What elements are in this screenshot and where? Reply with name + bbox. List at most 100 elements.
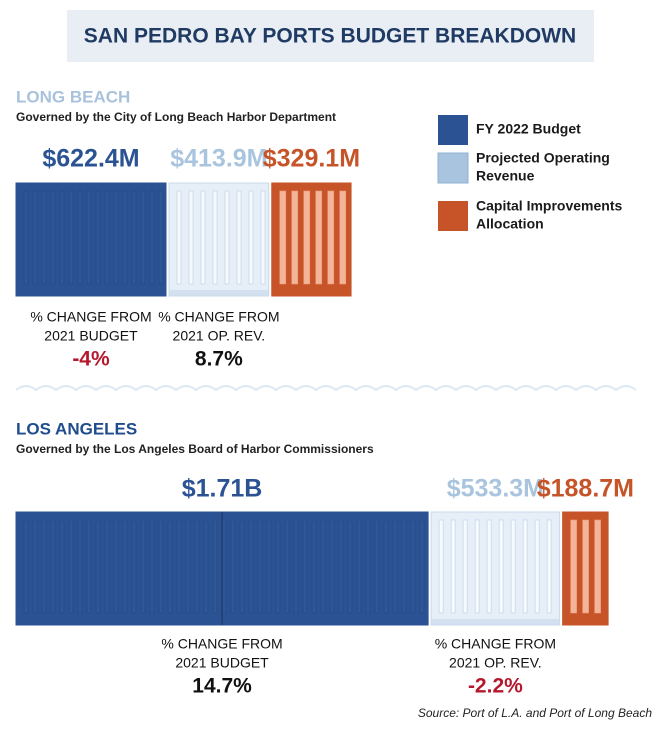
container-rib [77,190,83,285]
container-rib [279,190,287,285]
container-base [271,290,352,296]
legend-label: Projected Operating [476,150,610,166]
value-label: $533.3M [447,475,544,503]
container-rib [104,519,110,614]
legend-label: Allocation [476,216,544,232]
container-rib [338,519,344,614]
wave-divider [15,385,637,392]
container-rib [59,519,65,614]
container-bar [168,182,270,297]
container-rib [185,519,191,614]
change-label: % CHANGE FROM [435,636,556,652]
change-value: 8.7% [195,348,243,371]
container-rib [260,190,266,285]
title-box [67,10,594,62]
container-rib [176,190,182,285]
legend-label: FY 2022 Budget [476,121,581,137]
container-rib [311,519,317,614]
value-label: $413.9M [170,145,267,173]
value-label: $188.7M [537,475,634,503]
container-rib [327,190,335,285]
container-rib [149,190,155,285]
value-label: $622.4M [42,145,139,173]
change-label: 2021 OP. REV. [173,328,266,344]
container-rib [158,519,164,614]
container-rib [212,190,218,285]
container-rib [293,519,299,614]
container-rib [474,519,480,614]
container-rib [582,519,589,614]
container-rib [23,190,29,285]
container-bar [430,511,561,626]
legend-swatch [438,115,468,145]
container-rib [176,519,182,614]
container-rib [68,519,74,614]
container-rib [486,519,492,614]
container-rib [50,519,56,614]
container-rib [498,519,504,614]
container-rib [224,190,230,285]
container-rib [392,519,398,614]
legend-swatch [437,152,469,184]
container-rib [534,519,540,614]
legend-label: Capital Improvements [476,198,622,214]
container-rib [315,190,323,285]
container-base [16,290,166,296]
container-base [168,290,269,296]
change-label: 2021 BUDGET [44,328,138,344]
container-rib [50,190,56,285]
container-rib [122,519,128,614]
container-rib [522,519,528,614]
container-rib [248,519,254,614]
container-rib [419,519,425,614]
container-rib [374,519,380,614]
legend-swatch [438,201,468,231]
container-rib [86,519,92,614]
container-rib [291,190,299,285]
container-rib [347,519,353,614]
change-label: % CHANGE FROM [30,309,151,325]
change-label: % CHANGE FROM [158,309,279,325]
change-label: 2021 BUDGET [175,655,269,671]
section-title: LONG BEACH [16,87,130,106]
container-rib [200,190,206,285]
section-subtitle: Governed by the City of Long Beach Harbo… [16,110,336,124]
container-rib [356,519,362,614]
container-rib [41,190,47,285]
container-rib [167,519,173,614]
container-rib [32,519,38,614]
container-rib [149,519,155,614]
container-rib [203,519,209,614]
container-rib [329,519,335,614]
container-rib [95,519,101,614]
container-rib [86,190,92,285]
container-rib [158,190,164,285]
container-rib [68,190,74,285]
container-rib [131,190,137,285]
container-rib [303,190,311,285]
container-base [562,619,609,625]
container-rib [140,190,146,285]
container-rib [284,519,290,614]
change-value: 14.7% [192,675,252,698]
container-rib [194,519,200,614]
container-rib [104,190,110,285]
container-rib [131,519,137,614]
container-rib [41,519,47,614]
container-rib [401,519,407,614]
container-rib [95,190,101,285]
section-title: LOS ANGELES [16,419,137,438]
container-rib [438,519,444,614]
container-rib [275,519,281,614]
container-rib [122,190,128,285]
change-label: 2021 OP. REV. [449,655,542,671]
container-rib [570,519,577,614]
container-rib [239,519,245,614]
change-value: -2.2% [468,675,523,698]
container-rib [339,190,347,285]
container-rib [230,519,236,614]
container-rib [212,519,218,614]
container-rib [257,519,263,614]
value-label: $329.1M [263,145,360,173]
